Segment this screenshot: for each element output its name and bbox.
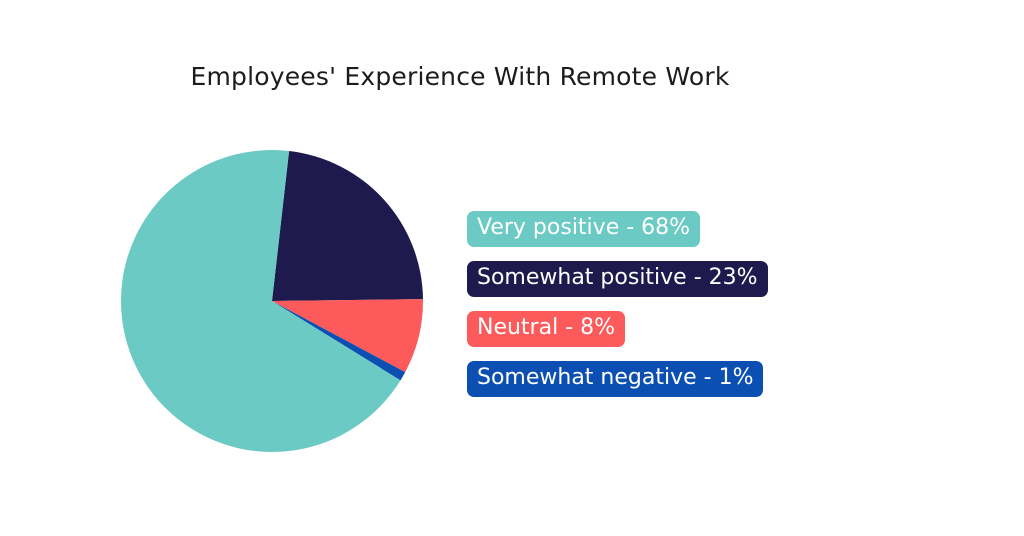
pie-slice-somewhat-negative	[272, 301, 406, 381]
pie-slice-very-positive	[120, 150, 401, 452]
chart-title: Employees' Experience With Remote Work	[190, 62, 730, 91]
pie-slice-somewhat-positive	[272, 150, 423, 301]
pie-slice-neutral	[272, 299, 423, 373]
legend: Very positive - 68% Somewhat positive - 2…	[467, 211, 768, 411]
legend-item-somewhat-positive: Somewhat positive - 23%	[467, 261, 768, 297]
legend-item-neutral: Neutral - 8%	[467, 311, 626, 347]
legend-item-somewhat-negative: Somewhat negative - 1%	[467, 361, 764, 397]
legend-item-very-positive: Very positive - 68%	[467, 211, 701, 247]
